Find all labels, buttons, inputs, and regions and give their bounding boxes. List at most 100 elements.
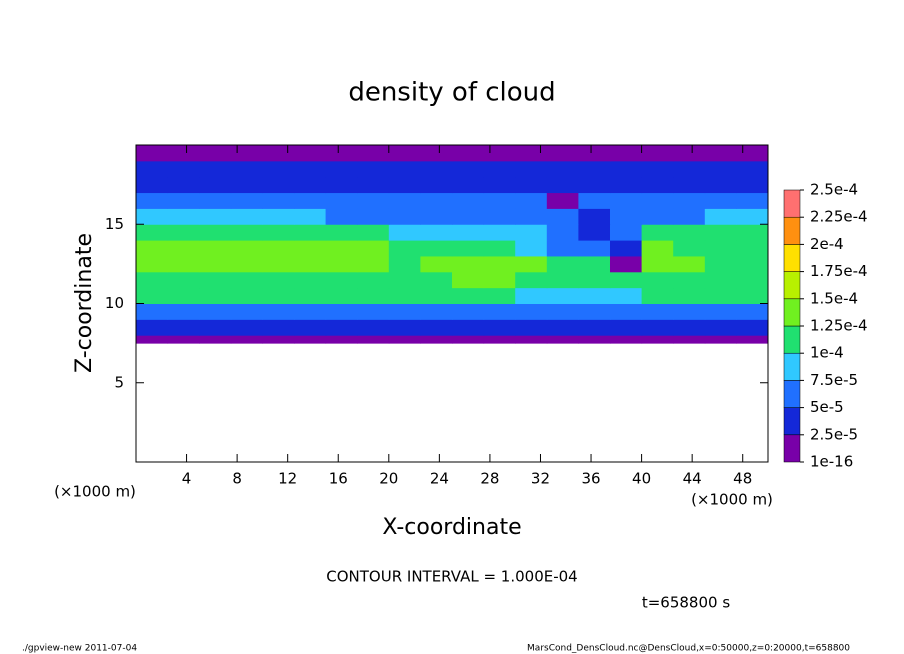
cell (736, 192, 769, 209)
cell (736, 160, 769, 178)
cell (262, 192, 295, 209)
cell (388, 192, 421, 209)
cell (167, 335, 200, 344)
colorbar-band (783, 244, 801, 272)
cell (483, 287, 516, 304)
colorbar-label: 1.5e-4 (810, 289, 858, 307)
cell (199, 160, 232, 178)
cell (610, 255, 643, 273)
cell (704, 176, 737, 194)
cell (325, 287, 358, 304)
cell (578, 240, 611, 257)
cell (388, 224, 421, 241)
cell (136, 224, 169, 241)
cell (262, 255, 295, 273)
cell (388, 335, 421, 344)
y-unit: (×1000 m) (54, 483, 136, 501)
cell (294, 145, 327, 162)
cell (357, 192, 390, 209)
cell (673, 145, 706, 162)
cell (515, 319, 548, 336)
cell (357, 176, 390, 194)
footer-right: MarsCond_DensCloud.nc@DensCloud,x=0:5000… (527, 644, 850, 654)
cell (325, 255, 358, 273)
cell (388, 303, 421, 320)
cell (641, 303, 674, 320)
cell (515, 287, 548, 304)
cell (262, 287, 295, 304)
cell (546, 287, 579, 304)
cell (167, 319, 200, 336)
cell (578, 208, 611, 225)
cell (325, 208, 358, 225)
x-tick-label: 36 (581, 470, 600, 488)
cell (641, 287, 674, 304)
cell (736, 287, 769, 304)
cell (167, 240, 200, 257)
cell (641, 160, 674, 178)
cell (704, 287, 737, 304)
cell (420, 271, 453, 289)
cell (704, 271, 737, 289)
cell (230, 176, 263, 194)
cell (736, 240, 769, 257)
colorbar-band (783, 380, 801, 408)
cell (641, 271, 674, 289)
cell (136, 319, 169, 336)
cell (452, 145, 485, 162)
cell (610, 192, 643, 209)
colorbar-band (783, 434, 801, 463)
cell (294, 271, 327, 289)
cell (388, 208, 421, 225)
cell (546, 319, 579, 336)
cell (230, 303, 263, 320)
cell (420, 335, 453, 344)
cell (230, 335, 263, 344)
cell (262, 160, 295, 178)
cell (357, 255, 390, 273)
cell (515, 271, 548, 289)
cell (388, 145, 421, 162)
x-tick-label: 20 (379, 470, 398, 488)
cell (452, 335, 485, 344)
x-unit: (×1000 m) (691, 491, 773, 509)
cell (704, 255, 737, 273)
cell (230, 287, 263, 304)
cell (199, 240, 232, 257)
cell (294, 287, 327, 304)
cell (452, 319, 485, 336)
cell (610, 160, 643, 178)
cell (452, 271, 485, 289)
cell (167, 176, 200, 194)
cell (452, 224, 485, 241)
cell (262, 224, 295, 241)
cell (199, 145, 232, 162)
cell (294, 303, 327, 320)
cell (515, 303, 548, 320)
cell (357, 240, 390, 257)
colorbar-band (783, 407, 801, 436)
colorbar-label: 5e-5 (810, 398, 844, 416)
cell (136, 240, 169, 257)
cell (136, 192, 169, 209)
cell (673, 208, 706, 225)
x-tick-label: 12 (278, 470, 297, 488)
cell (262, 319, 295, 336)
cell (452, 240, 485, 257)
y-tick-label: 10 (105, 294, 124, 312)
cell (199, 208, 232, 225)
cell (230, 192, 263, 209)
cell (610, 303, 643, 320)
cell (610, 176, 643, 194)
cell (546, 208, 579, 225)
cell (515, 335, 548, 344)
cell (136, 335, 169, 344)
cell (420, 145, 453, 162)
cell (515, 208, 548, 225)
cell (420, 240, 453, 257)
cell (452, 192, 485, 209)
cell (641, 192, 674, 209)
cell (515, 240, 548, 257)
cell (325, 335, 358, 344)
cell (578, 192, 611, 209)
